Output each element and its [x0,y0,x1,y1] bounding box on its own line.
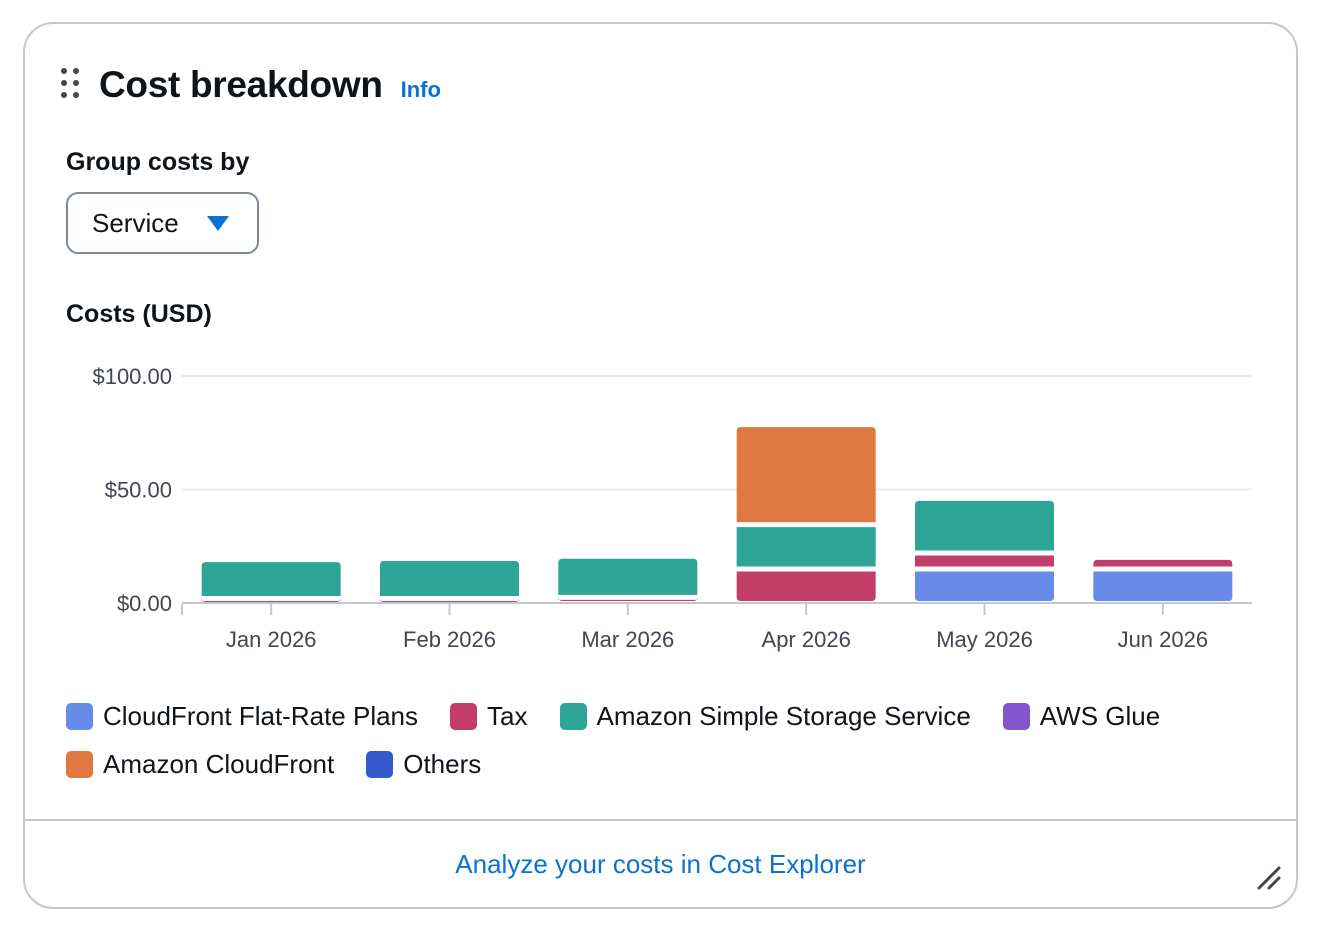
bar-segment [1093,571,1233,601]
x-tick-label: Feb 2026 [403,627,496,652]
legend-row: CloudFront Flat-Rate Plans Tax Amazon Simp… [66,692,1266,740]
cost-explorer-link[interactable]: Analyze your costs in Cost Explorer [455,849,866,879]
chart-legend: CloudFront Flat-Rate Plans Tax Amazon Simp… [66,692,1266,788]
legend-label: Amazon Simple Storage Service [596,700,971,731]
legend-label: Tax [487,700,528,731]
x-tick-label: Jun 2026 [1118,627,1209,652]
x-tick-label: Jan 2026 [226,627,317,652]
x-tick-label: May 2026 [936,627,1033,652]
cost-bar-chart: $0.00 $50.00 $100.00 Jan 2026 Feb 2026 Mar 20… [92,364,1252,652]
widget-title: Cost breakdown [99,64,383,105]
bar-segment [915,500,1054,551]
legend-label: AWS Glue [1039,700,1161,731]
legend-item[interactable]: Others [366,749,481,780]
bar-segment [915,555,1054,567]
bar-segment [736,527,876,567]
legend-swatch [66,750,93,778]
x-tick-label: Mar 2026 [581,627,674,652]
drag-handle-icon[interactable] [61,68,83,102]
legend-label: Others [403,748,482,779]
legend-swatch [450,702,478,730]
chart-title: Costs (USD) [66,300,212,328]
info-link[interactable]: Info [400,77,441,102]
bar-segment [736,571,876,601]
legend-swatch [366,750,394,778]
bar-segment [1093,559,1233,567]
legend-label: CloudFront Flat-Rate Plans [103,700,419,731]
y-tick-label: $100.00 [92,364,172,389]
widget-footer: Analyze your costs in Cost Explorer [25,819,1296,907]
group-by-selected-value: Service [92,207,179,238]
legend-swatch [66,702,93,730]
cost-breakdown-widget: Cost breakdown Info Group costs by Servi… [23,22,1298,909]
bar-segment [558,558,698,595]
widget-header: Cost breakdown Info [61,60,441,110]
legend-label: Amazon CloudFront [103,748,335,779]
legend-item[interactable]: CloudFront Flat-Rate Plans [66,701,418,732]
bar-segment [736,427,876,523]
bar-segment [915,571,1054,601]
y-tick-label: $0.00 [117,591,172,616]
group-by-select[interactable]: Service [66,192,259,254]
bar-segment [201,562,341,596]
bar-segment [558,597,698,601]
y-tick-label: $50.00 [105,478,172,503]
legend-item[interactable]: Amazon CloudFront [66,749,334,780]
legend-swatch [1002,702,1030,730]
caret-down-icon [207,216,229,231]
x-tick-label: Apr 2026 [762,627,851,652]
legend-item[interactable]: AWS Glue [1002,700,1161,732]
legend-item[interactable]: Amazon Simple Storage Service [559,700,971,732]
legend-swatch [559,702,587,730]
legend-item[interactable]: Tax [450,700,528,732]
bar-segment [380,597,519,602]
legend-row: Amazon CloudFront Others [66,740,1266,788]
bar-segment [380,561,519,596]
resize-handle-icon[interactable] [1256,865,1282,891]
bar-segment [201,597,341,602]
group-by-label: Group costs by [66,148,250,176]
